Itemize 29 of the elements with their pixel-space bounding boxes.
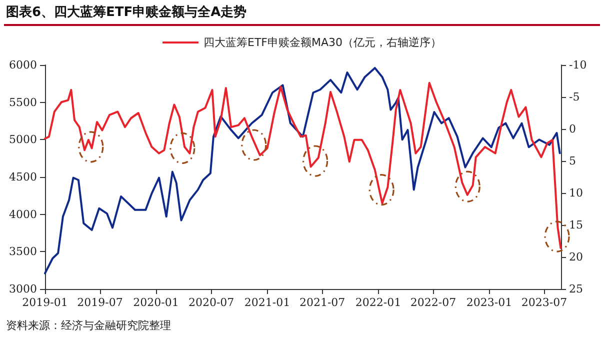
y-tick-label: 4500 — [9, 170, 37, 184]
x-tick-label: 2020-01 — [133, 296, 179, 309]
chart-title: 图表6、四大蓝筹ETF申赎金额与全A走势 — [6, 4, 247, 21]
text: 资料来源：经济与金融研究院整理 — [6, 318, 171, 333]
y2-tick-label: 10 — [569, 186, 583, 200]
line-series — [44, 66, 561, 274]
x-tick-label: 2020-07 — [188, 296, 234, 309]
x-tick-label: 2023-01 — [466, 296, 512, 309]
y-tick-label: 6000 — [9, 58, 37, 72]
y-tick-label: 3500 — [9, 245, 37, 258]
x-tick-label: 2021-07 — [299, 296, 346, 309]
x-tick-label: 2022-07 — [410, 296, 456, 309]
y-tick-label: 3000 — [9, 282, 37, 296]
y-tick-label: 5500 — [9, 96, 37, 109]
x-tick-label: 2022-01 — [355, 296, 402, 309]
x-tick-label: 2023-07 — [521, 296, 568, 309]
x-tick-label: 2021-01 — [244, 296, 290, 309]
y2-tick-label: -5 — [569, 90, 580, 104]
y2-tick-label: 5 — [569, 154, 576, 168]
x-tick-label: 2019-01 — [22, 296, 68, 309]
legend-label: 四大蓝筹ETF申赎金额MA30（亿元，右轴逆序） — [203, 36, 442, 49]
y-tick-label: 4000 — [9, 208, 37, 221]
y2-tick-label: 0 — [569, 122, 576, 136]
y-tick-label: 5000 — [9, 133, 37, 146]
y2-tick-label: 25 — [569, 282, 583, 296]
y2-tick-label: -10 — [569, 58, 587, 72]
x-tick-label: 2019-07 — [77, 296, 123, 309]
y2-tick-label: 20 — [569, 250, 583, 264]
y2-tick-label: 15 — [569, 218, 583, 232]
